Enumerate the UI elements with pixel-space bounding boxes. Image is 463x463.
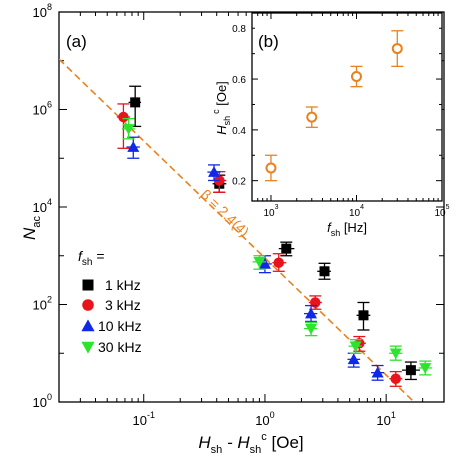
inset-y-axis-label-unit: [Oe] [214, 81, 229, 109]
x-axis-label-sub2: sh [250, 444, 262, 456]
y-axis-label: Nac [20, 216, 43, 240]
inset-x-tick-label-5: 105 [434, 204, 449, 219]
x-axis-label-mid: - H [222, 433, 250, 452]
x-axis-label-sub1: sh [211, 444, 223, 456]
data-point [405, 365, 416, 376]
x-axis-label: Hsh - Hshc [Oe] [198, 431, 303, 456]
legend-label-1khz: 1 kHz [105, 277, 141, 293]
y-tick-label-6: 106 [33, 100, 52, 118]
y-tick-label-4: 104 [33, 197, 52, 215]
inset-x-axis-label-unit: [Hz] [340, 220, 367, 235]
legend-marker-30-khz [81, 341, 95, 354]
data-point [208, 166, 221, 177]
legend-title-main: f [78, 248, 84, 264]
x-axis-label-main: H [198, 433, 211, 452]
inset-y-axis-label-sub: sh [222, 116, 232, 126]
data-point [349, 341, 362, 353]
inset-y-tick-label: 0.4 [232, 126, 246, 137]
inset-y-axis-label: Hshc [Oe] [211, 81, 232, 135]
inset-data-points [264, 30, 404, 182]
data-point [122, 124, 135, 135]
data-point [253, 257, 266, 268]
x-tick-label-1: 10-1 [132, 410, 154, 428]
data-point [419, 363, 432, 374]
series-10-khz [126, 136, 385, 381]
data-point [130, 97, 141, 108]
x-axis-label-unit: [Oe] [267, 433, 304, 452]
data-point [281, 243, 292, 254]
panel-a-label: (a) [66, 32, 87, 51]
legend-title-sub: sh [82, 257, 93, 268]
main-data-points [116, 85, 433, 387]
legend-marker-1-khz [82, 279, 94, 291]
x-tick-label-0: 100 [255, 410, 274, 428]
data-point [258, 257, 271, 269]
data-point [118, 111, 129, 123]
legend-label-10khz: 10 kHz [98, 318, 142, 334]
data-point [305, 323, 318, 335]
main-axis-tick-labels: 10-1 100 101 100 102 104 106 108 [33, 2, 396, 428]
inset-y-tick-label: 0.6 [232, 75, 246, 86]
legend-label-30khz: 30 kHz [98, 339, 142, 355]
inset-x-tick-label-4: 104 [349, 204, 364, 219]
data-point [305, 307, 318, 319]
y-tick-label-8: 108 [33, 2, 52, 20]
legend-label-3khz: 3 kHz [105, 297, 141, 313]
inset-x-tick-label-3: 103 [263, 204, 278, 219]
fit-exponent-annotation: β = 2.4(4) [198, 186, 253, 240]
data-point [347, 353, 360, 365]
legend-title: fsh = [78, 248, 105, 268]
legend-title-suffix: = [92, 248, 104, 264]
legend-marker-3-khz [82, 299, 94, 311]
panel-b-label: (b) [258, 32, 279, 51]
inset-data-point [306, 111, 318, 123]
inset-x-axis-label: fsh [Hz] [327, 220, 367, 238]
y-tick-label-0: 100 [33, 392, 52, 410]
x-tick-label-1: 101 [376, 410, 395, 428]
data-point [390, 373, 402, 384]
inset-x-axis-label-sub: sh [331, 228, 341, 238]
inset-data-point [265, 162, 277, 174]
x-axis-label-sup2: c [261, 431, 267, 443]
y-tick-label-2: 102 [33, 295, 52, 313]
data-point [389, 348, 402, 360]
legend-marker-10-khz [81, 319, 95, 332]
legend-markers [81, 279, 95, 354]
data-point [371, 366, 384, 378]
data-point [273, 257, 285, 268]
inset-y-tick-label: 0.8 [232, 24, 246, 35]
series-30-khz [121, 117, 433, 376]
data-point [127, 141, 140, 152]
data-point [358, 310, 369, 321]
inset-y-axis-label-sup: c [211, 109, 221, 114]
data-point [319, 266, 330, 277]
inset-axis-ticks [251, 13, 443, 201]
inset-y-tick-label: 0.2 [232, 177, 246, 188]
inset-data-point [391, 43, 403, 55]
inset-data-point [350, 71, 362, 83]
inset-y-axis-label-main: H [214, 125, 229, 135]
inset-plot-frame [251, 12, 443, 202]
inset-x-axis-label-main: f [327, 220, 332, 235]
y-axis-label-sub: ac [31, 216, 43, 228]
y-axis-label-main: N [20, 227, 39, 240]
inset-axis-tick-labels: 103 104 105 0.2 0.4 0.6 0.8 [232, 24, 450, 219]
legend: fsh = 1 kHz 3 kHz 10 kHz 30 kHz [78, 248, 142, 355]
